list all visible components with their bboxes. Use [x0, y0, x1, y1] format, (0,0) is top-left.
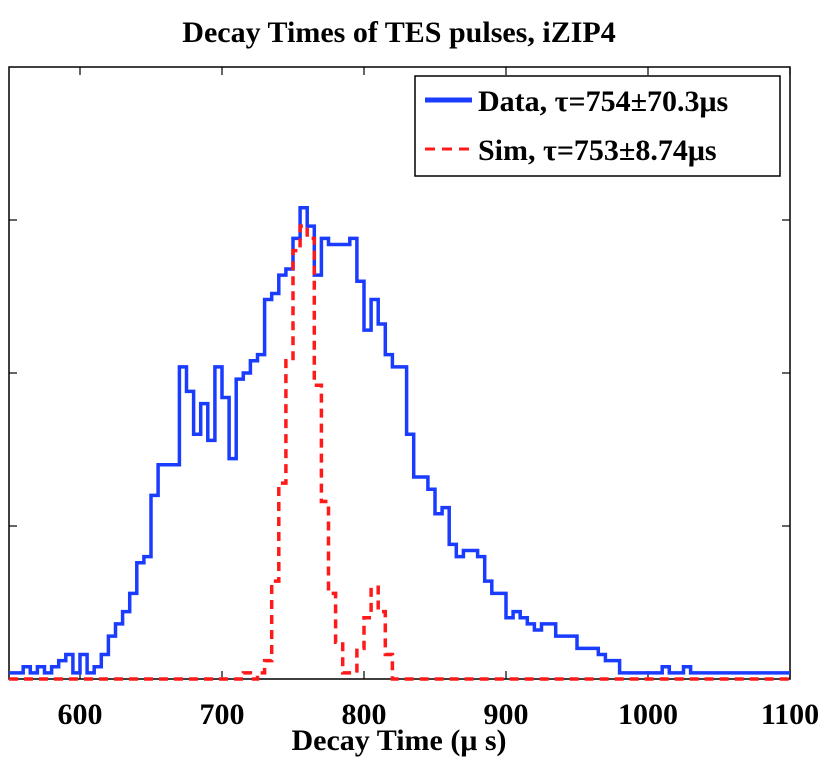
legend-label-data: Data, τ=754±70.3μs — [478, 85, 728, 118]
x-tick-labels: 600 700 800 900 1000 1100 — [58, 698, 820, 731]
x-tick-label: 1000 — [618, 698, 678, 731]
x-tick-label: 600 — [58, 698, 103, 731]
x-axis-label: Decay Time (μ s) — [291, 724, 506, 757]
series-layer — [9, 206, 790, 681]
x-tick-label: 700 — [200, 698, 245, 731]
x-tick-label: 800 — [342, 698, 387, 731]
x-tick-label: 1100 — [761, 698, 819, 731]
x-tick-label: 900 — [484, 698, 529, 731]
legend-label-sim: Sim, τ=753±8.74μs — [478, 134, 717, 167]
legend-box — [414, 75, 781, 177]
series-sim-line — [9, 224, 790, 681]
chart-title: Decay Times of TES pulses, iZIP4 — [182, 16, 615, 49]
series-data-line — [9, 206, 790, 675]
legend: Data, τ=754±70.3μs Sim, τ=753±8.74μs — [414, 75, 781, 177]
